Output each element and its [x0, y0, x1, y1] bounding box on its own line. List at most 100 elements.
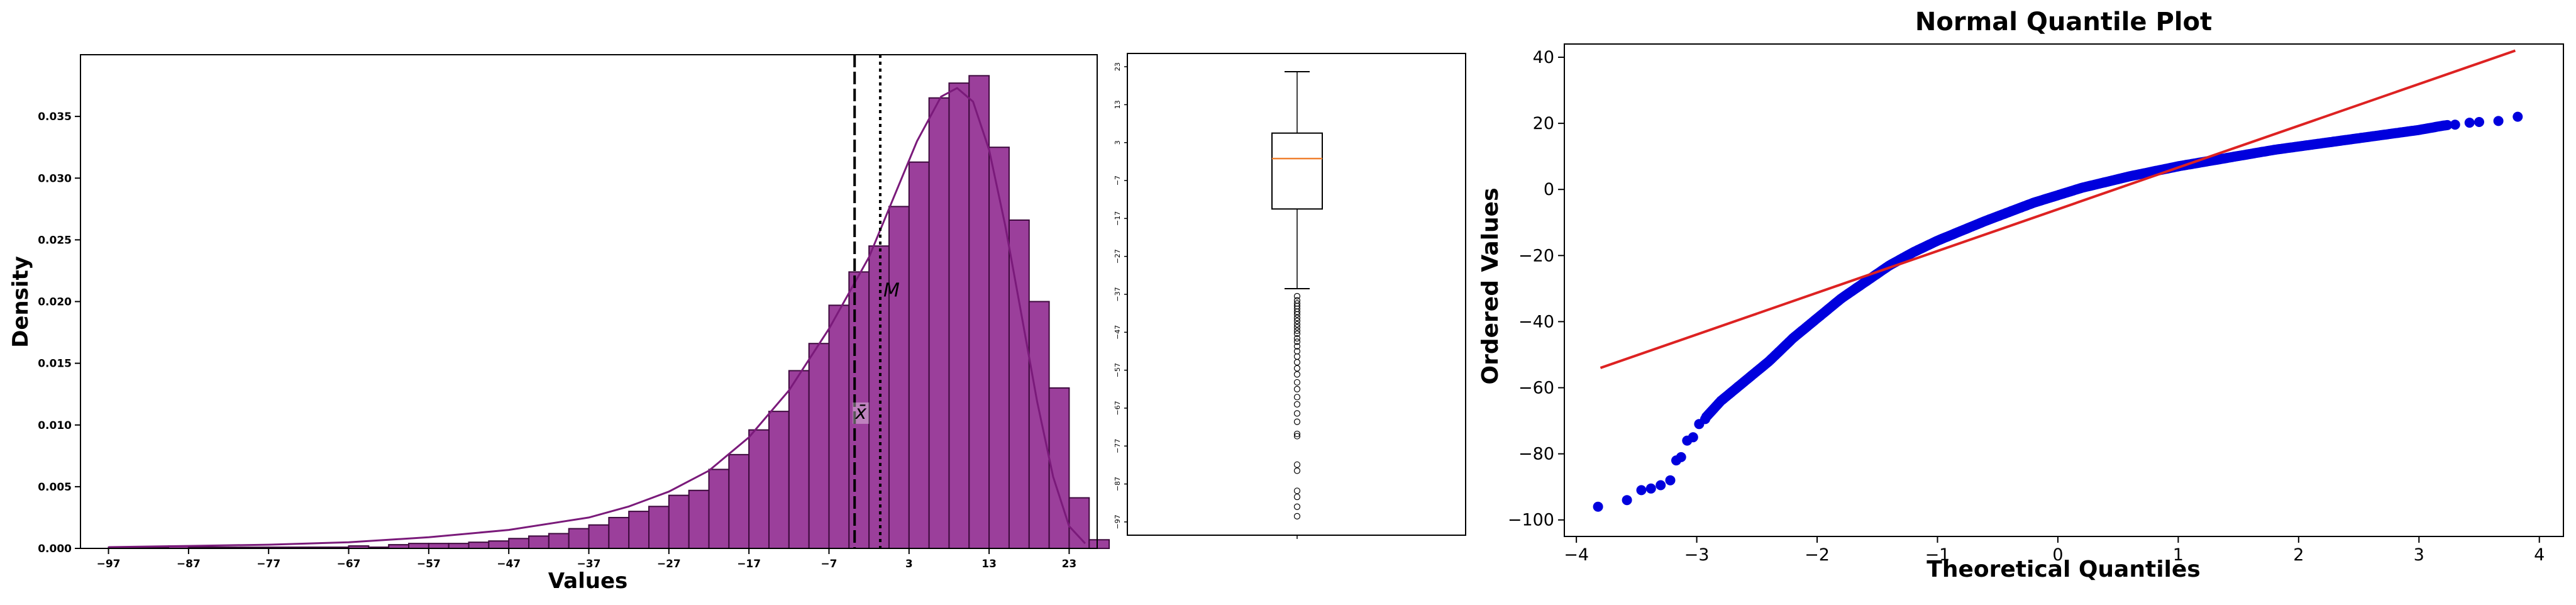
x-tick-label: −3	[1684, 545, 1710, 565]
y-tick-label: 0.015	[38, 358, 72, 370]
x-tick-label: −37	[577, 558, 601, 570]
histogram-bar	[768, 411, 790, 549]
qq-point	[1656, 480, 1666, 491]
histogram-bar	[888, 206, 910, 549]
outlier-point	[1293, 365, 1301, 372]
x-tick-label: 3	[2414, 545, 2424, 565]
qq-point	[1665, 475, 1676, 486]
y-tick-label: −17	[1114, 211, 1122, 226]
qq-point	[2450, 119, 2460, 130]
outlier-point	[1293, 513, 1301, 519]
kde-curve	[108, 87, 1086, 548]
histogram-bar	[628, 511, 650, 549]
histogram-x-axis-label: Values	[548, 569, 628, 594]
y-tick-label: −20	[1518, 246, 1554, 265]
y-tick-label: 23	[1114, 62, 1122, 71]
boxplot-y-ticks: 23 13 3 −7 −17 −27 −37 −47 −57 −67 −77 −87 −97	[1114, 62, 1127, 529]
qq-point	[1593, 501, 1603, 512]
y-tick-label: −40	[1518, 312, 1554, 331]
outlier-point	[1293, 418, 1301, 425]
outlier-point	[1293, 493, 1301, 501]
histogram-bars	[108, 75, 1110, 550]
qq-point	[2464, 118, 2475, 128]
outlier-point	[1293, 433, 1301, 440]
x-tick-label: −7	[821, 558, 837, 570]
qq-point	[2493, 116, 2504, 126]
histogram-bar	[1008, 219, 1030, 550]
histogram-bar	[988, 147, 1010, 549]
histogram-bar	[948, 82, 970, 549]
outlier-point	[1293, 379, 1301, 386]
y-tick-label: −47	[1114, 325, 1122, 340]
histogram-bar	[728, 453, 750, 549]
histogram-panel: x̄ M −97 −87 −77 −67 −57 −47 −37 −27 −17 −7 3 13 23 …	[8, 54, 1110, 594]
x-tick-label: −47	[497, 558, 521, 570]
qq-point	[2474, 117, 2484, 127]
qq-point	[1636, 485, 1647, 496]
histogram-bar	[648, 506, 670, 550]
x-tick-label: −67	[337, 558, 361, 570]
x-tick-label: −27	[657, 558, 681, 570]
outlier-point	[1293, 292, 1301, 300]
outlier-point	[1293, 321, 1301, 328]
x-tick-label: −97	[97, 558, 121, 570]
histogram-bar	[528, 535, 550, 549]
histogram-bar	[428, 543, 450, 550]
outlier-point	[1293, 394, 1301, 401]
histogram-bar	[548, 533, 570, 550]
y-tick-label: 13	[1114, 100, 1122, 109]
histogram-bar	[488, 540, 510, 549]
y-tick-label: −37	[1114, 287, 1122, 301]
histogram-bar	[408, 543, 429, 550]
boxplot-panel: 23 13 3 −7 −17 −27 −37 −47 −57 −67 −77 −87 −97	[1114, 53, 1466, 539]
qq-point	[1676, 452, 1686, 462]
outlier-point	[1293, 410, 1301, 417]
x-tick-label: 2	[2293, 545, 2304, 565]
x-tick-label: −1	[1925, 545, 1950, 565]
histogram-y-axis-label: Density	[8, 256, 33, 348]
histogram-bar	[828, 304, 850, 549]
y-tick-label: 0.000	[38, 543, 72, 555]
y-tick-label: −67	[1114, 401, 1122, 415]
y-tick-label: −97	[1114, 514, 1122, 529]
x-tick-label: −77	[257, 558, 280, 570]
outlier-point	[1293, 318, 1301, 325]
boxplot-outliers	[1293, 292, 1301, 519]
outlier-point	[1293, 430, 1301, 438]
outlier-point	[1293, 311, 1301, 318]
x-tick-label: 13	[981, 558, 997, 570]
qq-plot-title: Normal Quantile Plot	[1915, 8, 2212, 36]
histogram-bar	[848, 271, 870, 549]
histogram-bar	[788, 370, 810, 550]
histogram-bar	[568, 528, 590, 549]
histogram-bar	[908, 161, 930, 549]
y-tick-label: 3	[1114, 140, 1122, 145]
outlier-point	[1293, 324, 1301, 331]
qq-y-axis-label: Ordered Values	[1478, 187, 1503, 384]
qq-x-ticks: −4 −3 −2 −1 0 1 2 3 4	[1564, 536, 2545, 565]
x-tick-label: 3	[905, 558, 913, 570]
x-tick-label: −57	[417, 558, 441, 570]
y-tick-label: −60	[1518, 379, 1554, 398]
histogram-bar	[688, 489, 710, 550]
x-tick-label: −4	[1564, 545, 1589, 565]
outlier-point	[1293, 358, 1301, 366]
qq-point	[1645, 483, 1656, 494]
histogram-bar	[748, 429, 770, 549]
qq-point	[2442, 119, 2453, 130]
qq-y-ticks: −100 −80 −60 −40 −20 0 20 40	[1508, 48, 1564, 530]
x-tick-label: 0	[2052, 545, 2063, 565]
y-tick-label: −7	[1114, 175, 1122, 186]
histogram-y-ticks: 0.000 0.005 0.010 0.015 0.020 0.025 0.030 0.035	[38, 111, 80, 555]
y-tick-label: 0.010	[38, 419, 72, 432]
outlier-point	[1293, 330, 1301, 337]
median-label: M	[883, 280, 900, 302]
y-tick-label: 0.005	[38, 481, 72, 494]
histogram-bar	[808, 343, 830, 549]
boxplot-axes-frame	[1127, 53, 1466, 536]
y-tick-label: −27	[1114, 249, 1122, 264]
x-tick-label: −17	[737, 558, 761, 570]
y-tick-label: −77	[1114, 439, 1122, 453]
histogram-bar	[1028, 301, 1050, 549]
histogram-bar	[508, 538, 530, 549]
